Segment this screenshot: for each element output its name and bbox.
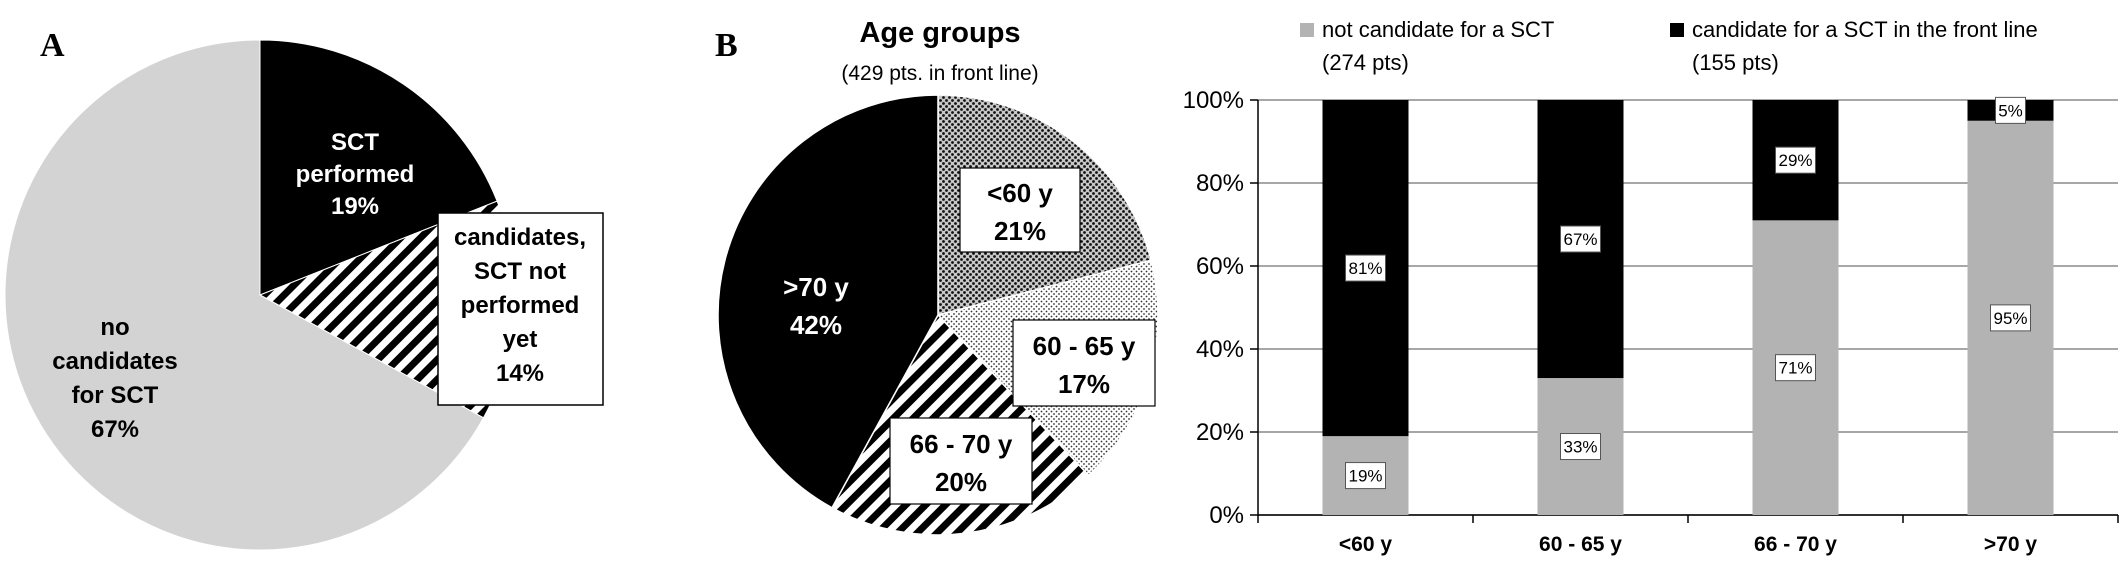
y-tick-label: 40%: [1196, 336, 1244, 363]
pie-a-label-0: SCT performed 19%: [296, 129, 415, 220]
data-label-0-0: 19%: [1348, 467, 1382, 486]
x-category-label: 60 - 65 y: [1539, 533, 1622, 556]
pie-a-slice-2: [4, 39, 485, 551]
data-label-1-0: 81%: [1348, 259, 1382, 278]
pie-a-label-1: candidates, SCT not performed yet 14%: [454, 224, 586, 387]
y-tick-label: 100%: [1183, 87, 1244, 114]
panel-b-letter: B: [715, 27, 738, 64]
data-label-box: [1345, 462, 1386, 490]
pie-b-label-0: <60 y 21%: [987, 178, 1053, 246]
legend-label-0: (274 pts): [1322, 50, 1409, 75]
pie-a-label-box: [437, 212, 604, 406]
data-label-box: [1560, 433, 1601, 461]
stacked-bar-chart: 0% 20% 40% 60% 80% 100% 19% 81% <60 y 33% 67% 60 - …: [1183, 87, 2119, 556]
y-tick-label: 80%: [1196, 170, 1244, 197]
data-label-box: [1995, 96, 2026, 124]
pie-a-slice-0: [259, 39, 498, 296]
data-label-1-2: 29%: [1778, 151, 1812, 170]
pie-b-label-1: 60 - 65 y 17%: [1033, 331, 1136, 399]
legend-label-0: not candidate for a SCT: [1322, 17, 1554, 42]
data-label-1-3: 5%: [1998, 101, 2023, 120]
pie-b-labels: <60 y 21% 60 - 65 y 17% 66 - 70 y 20% >70 y 42%: [765, 167, 1156, 505]
data-label-box: [1775, 146, 1816, 174]
legend-label-1: (155 pts): [1692, 50, 1779, 75]
x-category-label: <60 y: [1339, 533, 1392, 556]
pie-b-label-box-0: [959, 167, 1081, 253]
pie-b-label-box-1: [1012, 319, 1156, 407]
panel-a-letter: A: [40, 27, 65, 64]
pie-b-label-box-2: [889, 417, 1033, 505]
y-tick-label: 60%: [1196, 253, 1244, 280]
pie-b-label-box-3: [765, 262, 867, 348]
pie-b-subtitle: (429 pts. in front line): [841, 62, 1038, 85]
data-label-0-2: 71%: [1778, 359, 1812, 378]
pie-b-label-2: 66 - 70 y 20%: [910, 429, 1013, 497]
data-label-0-1: 33%: [1563, 438, 1597, 457]
x-category-label: 66 - 70 y: [1754, 533, 1837, 556]
pie-a-label-2: no candidates for SCT 67%: [52, 314, 177, 443]
pie-b-title: Age groups: [859, 17, 1020, 49]
data-label-1-1: 67%: [1563, 230, 1597, 249]
data-label-box: [1345, 254, 1386, 282]
pie-a-labels: SCT performed 19% candidates, SCT not perform…: [52, 129, 604, 443]
legend-label-1: candidate for a SCT in the front line: [1692, 17, 2038, 42]
pie-b-label-3: >70 y 42%: [783, 272, 849, 340]
data-label-0-3: 95%: [1993, 309, 2027, 328]
data-label-box: [1990, 304, 2031, 332]
legend-swatch-1: [1670, 23, 1684, 37]
bar-legend: not candidate for a SCT (274 pts) candidat…: [1300, 17, 2038, 75]
y-tick-label: 20%: [1196, 419, 1244, 446]
data-label-box: [1775, 354, 1816, 382]
data-label-box: [1560, 225, 1601, 253]
x-category-label: >70 y: [1984, 533, 2037, 556]
y-tick-label: 0%: [1209, 502, 1244, 529]
legend-swatch-0: [1300, 23, 1314, 37]
